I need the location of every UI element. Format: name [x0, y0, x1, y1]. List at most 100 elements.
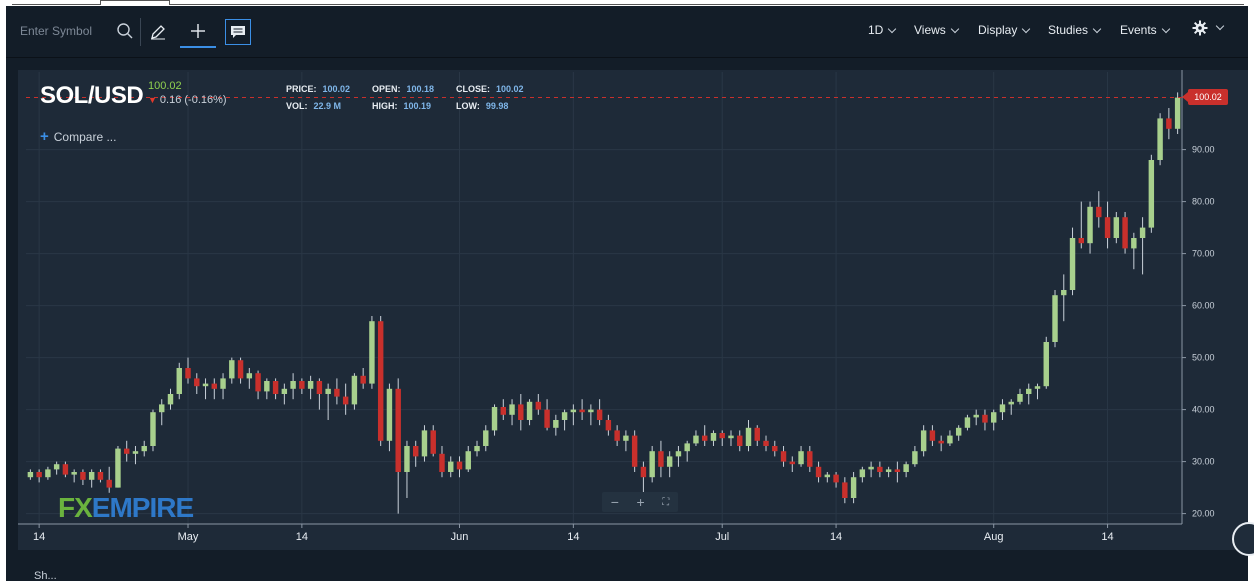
candle-body	[824, 474, 831, 478]
candle-body	[229, 360, 235, 379]
candle-body	[518, 404, 524, 420]
candle-body	[675, 451, 682, 457]
stat-price-value: 100.02	[322, 84, 351, 94]
candle-body	[412, 446, 419, 457]
candle-body	[395, 388, 401, 472]
candle-body	[220, 378, 226, 389]
candle-body	[596, 409, 603, 420]
candle-body	[859, 469, 866, 478]
interval-menu[interactable]: 1D	[868, 23, 897, 37]
candle-body	[27, 472, 34, 478]
x-tick-label: 14	[830, 531, 842, 543]
y-tick-label: 80.00	[1192, 197, 1215, 207]
candle-body	[982, 414, 988, 423]
symbol-input[interactable]	[20, 18, 120, 44]
candle-body	[1166, 118, 1172, 129]
candle-body	[1034, 386, 1041, 389]
candle-body	[342, 396, 349, 405]
candle-body	[115, 448, 121, 488]
candle-body	[1052, 295, 1058, 342]
stat-close-value: 100.02	[496, 84, 524, 94]
candle-body	[307, 381, 314, 389]
candle-body	[1008, 401, 1014, 405]
candle-body	[640, 466, 647, 478]
candle-body	[666, 456, 673, 467]
candle-body	[159, 404, 165, 413]
candle-body	[842, 482, 848, 498]
zoom-in-button[interactable]: +	[636, 494, 645, 510]
candle-body	[132, 451, 139, 454]
x-tick-label: Aug	[984, 531, 1004, 543]
compare-button[interactable]: + Compare ...	[40, 128, 116, 145]
candle-body	[150, 412, 156, 446]
candles	[27, 92, 1181, 514]
chat-widget-button[interactable]	[1232, 522, 1254, 556]
draw-tool-button[interactable]	[142, 16, 174, 48]
events-menu[interactable]: Events	[1120, 23, 1170, 37]
comment-tool-button[interactable]	[222, 16, 254, 48]
candle-body	[351, 375, 358, 405]
candle-body	[894, 469, 901, 472]
candle-body	[45, 469, 51, 478]
candle-body	[701, 435, 708, 441]
candle-body	[264, 381, 270, 392]
views-menu[interactable]: Views	[914, 23, 960, 37]
stat-vol-label: VOL:	[286, 101, 308, 111]
zoom-out-button[interactable]: −	[610, 494, 619, 510]
plus-icon: +	[40, 128, 49, 145]
candle-body	[649, 451, 655, 478]
fullscreen-icon[interactable]: ⛶	[662, 496, 670, 508]
down-arrow-icon: ▼	[148, 95, 157, 105]
candle-body	[658, 451, 664, 467]
crosshair-tool-button[interactable]	[180, 16, 216, 48]
settings-menu[interactable]	[1192, 20, 1225, 36]
candle-body	[185, 368, 191, 379]
candle-body	[1078, 238, 1085, 244]
chevron-down-icon	[1022, 24, 1031, 34]
candle-body	[1122, 217, 1128, 249]
chart-area[interactable]: 20.00 30.00 40.00 50.00 60.00 70.00 80.00 90.00…	[18, 70, 1248, 550]
candle-body	[1069, 238, 1076, 290]
candle-body	[990, 412, 997, 423]
zoom-controls: − + ⛶	[602, 492, 678, 512]
candle-body	[561, 412, 568, 420]
x-tick-label: Jun	[451, 531, 469, 543]
candle-body	[1148, 160, 1155, 228]
candle-body	[798, 451, 804, 465]
candle-body	[553, 420, 559, 428]
candle-body	[745, 427, 752, 446]
candle-body	[868, 466, 874, 470]
logo-empire: EMPIRE	[91, 492, 194, 523]
stat-vol: VOL: 22.9 M	[286, 101, 341, 111]
interval-menu-label: 1D	[868, 23, 884, 37]
candle-body	[535, 401, 542, 410]
stat-vol-value: 22.9 M	[313, 101, 342, 111]
candle-body	[1113, 217, 1120, 238]
candle-body	[929, 430, 936, 441]
candle-body	[290, 381, 296, 389]
studies-menu[interactable]: Studies	[1048, 23, 1102, 37]
search-icon[interactable]	[116, 22, 134, 40]
candle-body	[1017, 394, 1023, 402]
stat-high: HIGH: 100.19	[372, 101, 431, 111]
y-tick-label: 50.00	[1192, 353, 1215, 363]
candle-body	[316, 381, 323, 394]
candle-body	[903, 464, 909, 472]
candle-body	[1043, 342, 1049, 387]
candle-body	[491, 407, 498, 431]
x-tick-label: 14	[567, 531, 579, 543]
candle-body	[500, 407, 507, 415]
candle-body	[272, 381, 279, 394]
candle-body	[483, 430, 489, 446]
stat-close-label: CLOSE:	[456, 84, 491, 94]
candle-body	[912, 451, 918, 465]
x-tick-label: May	[178, 531, 199, 543]
top-tab	[100, 0, 170, 5]
candle-body	[176, 368, 182, 394]
candle-body	[999, 404, 1006, 413]
candle-body	[526, 401, 533, 420]
display-menu[interactable]: Display	[978, 23, 1031, 37]
chevron-down-icon	[888, 24, 897, 34]
candlestick-chart[interactable]: 20.00 30.00 40.00 50.00 60.00 70.00 80.00 90.00…	[18, 70, 1248, 550]
chart-grid	[26, 72, 1182, 524]
